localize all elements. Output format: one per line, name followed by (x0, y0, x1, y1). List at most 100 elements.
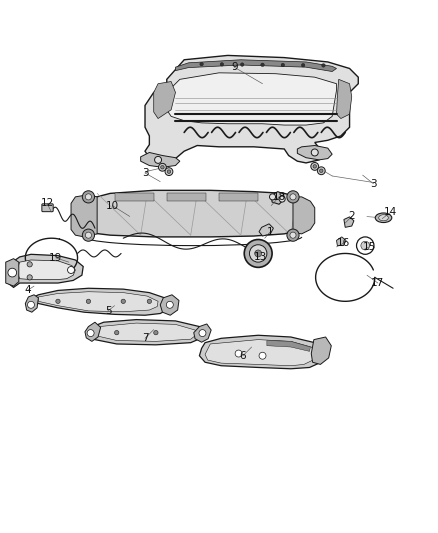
Circle shape (200, 62, 203, 66)
Circle shape (269, 194, 276, 200)
Circle shape (261, 63, 264, 67)
Circle shape (85, 194, 92, 200)
Text: 12: 12 (40, 198, 54, 208)
Circle shape (313, 165, 317, 168)
Circle shape (281, 63, 285, 67)
Polygon shape (344, 217, 354, 228)
Polygon shape (311, 337, 331, 365)
Polygon shape (167, 73, 336, 125)
Circle shape (166, 301, 173, 308)
Polygon shape (154, 82, 176, 118)
Text: 3: 3 (370, 179, 377, 189)
Circle shape (287, 191, 299, 203)
Polygon shape (141, 152, 180, 167)
Circle shape (259, 352, 266, 359)
Text: 10: 10 (106, 200, 119, 211)
FancyBboxPatch shape (42, 204, 53, 212)
Text: 1: 1 (267, 227, 274, 237)
Circle shape (240, 63, 244, 66)
Circle shape (244, 239, 272, 268)
Circle shape (121, 299, 125, 303)
Text: 4: 4 (24, 286, 31, 295)
Polygon shape (297, 146, 332, 160)
Polygon shape (205, 340, 317, 366)
Circle shape (254, 250, 261, 257)
Circle shape (361, 241, 370, 250)
Polygon shape (25, 295, 39, 312)
Polygon shape (199, 335, 324, 369)
Polygon shape (176, 60, 336, 71)
Text: 16: 16 (336, 238, 350, 248)
Circle shape (165, 168, 173, 175)
Circle shape (235, 350, 242, 357)
Circle shape (154, 330, 158, 335)
Text: 13: 13 (254, 252, 268, 262)
Text: 6: 6 (240, 351, 246, 361)
Circle shape (199, 329, 206, 336)
Circle shape (311, 149, 318, 156)
Circle shape (28, 301, 35, 308)
Circle shape (86, 299, 91, 303)
Polygon shape (71, 195, 97, 237)
Circle shape (87, 329, 94, 336)
Polygon shape (194, 324, 211, 342)
Polygon shape (30, 288, 169, 315)
Polygon shape (219, 193, 258, 201)
Polygon shape (39, 292, 158, 312)
Circle shape (27, 262, 32, 267)
Text: 9: 9 (231, 62, 237, 72)
Text: 3: 3 (142, 168, 148, 178)
Polygon shape (336, 79, 352, 118)
Polygon shape (145, 55, 358, 163)
Circle shape (161, 166, 164, 169)
Polygon shape (293, 197, 315, 234)
Circle shape (82, 229, 95, 241)
Polygon shape (167, 193, 206, 201)
Text: 2: 2 (349, 212, 355, 221)
Polygon shape (271, 192, 284, 204)
Text: 5: 5 (105, 306, 111, 316)
Text: 18: 18 (272, 192, 286, 202)
Circle shape (115, 330, 119, 335)
Polygon shape (267, 341, 311, 351)
Circle shape (85, 232, 92, 238)
Circle shape (287, 229, 299, 241)
Circle shape (159, 163, 166, 171)
Polygon shape (17, 260, 75, 279)
Circle shape (357, 237, 374, 254)
Circle shape (27, 275, 32, 280)
Polygon shape (336, 237, 346, 246)
Circle shape (250, 245, 267, 262)
Polygon shape (259, 224, 273, 236)
Circle shape (290, 194, 296, 200)
Text: 7: 7 (142, 333, 148, 343)
Circle shape (56, 299, 60, 303)
Circle shape (67, 266, 74, 273)
Circle shape (318, 167, 325, 175)
Circle shape (301, 63, 305, 67)
Circle shape (320, 169, 323, 173)
Circle shape (8, 268, 17, 277)
Text: 17: 17 (371, 278, 385, 288)
Circle shape (220, 62, 224, 66)
Polygon shape (85, 322, 101, 341)
Polygon shape (115, 193, 154, 201)
Text: 19: 19 (49, 253, 63, 263)
Circle shape (155, 156, 162, 163)
Circle shape (167, 170, 171, 173)
Text: 15: 15 (363, 242, 376, 252)
Ellipse shape (379, 215, 389, 221)
Circle shape (322, 63, 325, 67)
Ellipse shape (375, 213, 392, 223)
Polygon shape (160, 295, 179, 315)
Circle shape (311, 163, 319, 171)
Text: 14: 14 (384, 207, 398, 217)
Circle shape (147, 299, 152, 303)
Polygon shape (80, 190, 306, 237)
Circle shape (290, 232, 296, 238)
Circle shape (279, 196, 285, 202)
Polygon shape (95, 323, 196, 341)
Polygon shape (7, 254, 83, 287)
Polygon shape (88, 320, 204, 345)
Circle shape (82, 191, 95, 203)
